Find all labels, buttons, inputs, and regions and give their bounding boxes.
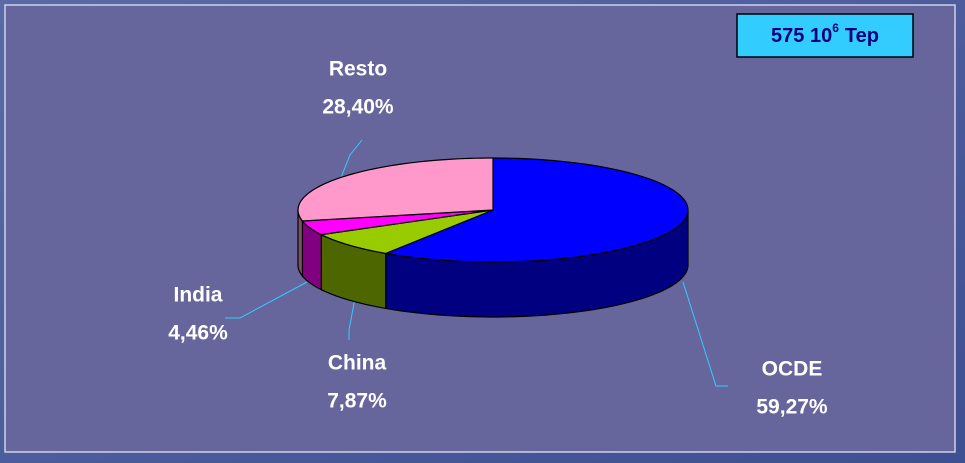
slice-value: 59,27% <box>756 396 828 419</box>
labels: OCDE 59,27% China 7,87% India 4,46% Resto 28,40… <box>168 58 828 419</box>
leader-lines <box>225 139 728 387</box>
slice-value: 4,46% <box>168 322 228 345</box>
slice-value: 7,87% <box>327 390 387 413</box>
annotation: 575 106 Tep <box>771 21 879 47</box>
slice-name: Resto <box>329 58 387 81</box>
slice-name: OCDE <box>762 358 823 381</box>
slice <box>297 157 494 222</box>
slice <box>301 209 494 236</box>
pie <box>297 157 689 318</box>
slice-name: China <box>328 352 387 375</box>
slice-value: 28,40% <box>322 96 394 119</box>
annotation-unit: Tep <box>845 25 879 47</box>
slice <box>319 209 494 255</box>
annotation-sup: 6 <box>832 21 839 35</box>
annotation-box <box>736 13 914 58</box>
annotation-base: 575 10 <box>771 25 832 47</box>
slice <box>383 157 689 263</box>
slice-name: India <box>173 284 222 307</box>
